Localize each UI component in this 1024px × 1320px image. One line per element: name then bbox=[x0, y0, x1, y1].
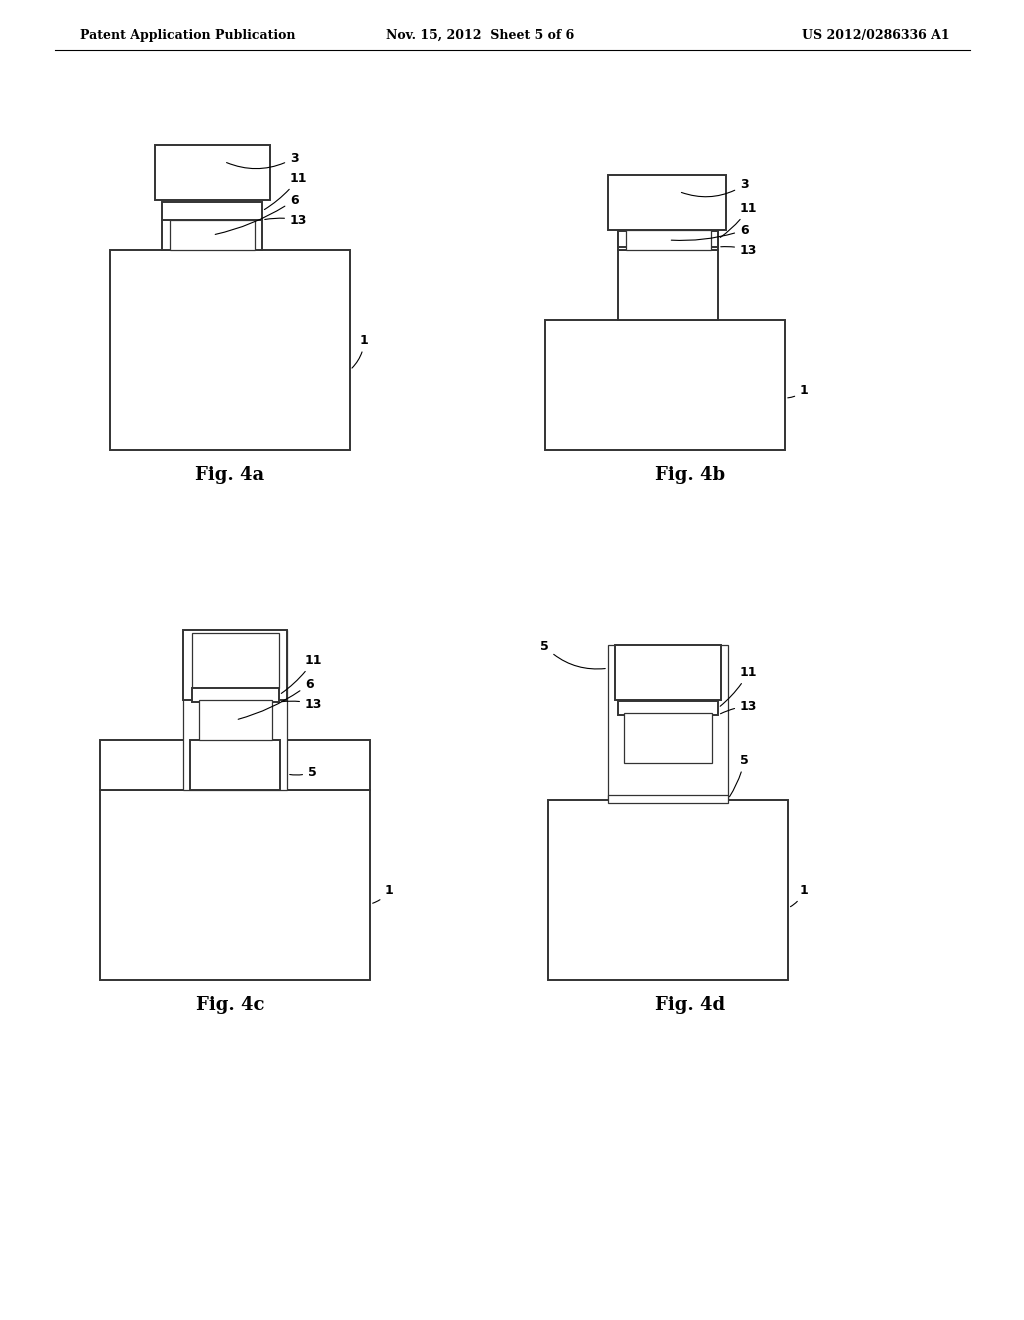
Text: 3: 3 bbox=[226, 152, 299, 169]
Text: 11: 11 bbox=[720, 665, 758, 706]
Text: US 2012/0286336 A1: US 2012/0286336 A1 bbox=[803, 29, 950, 41]
Bar bbox=[618, 701, 718, 715]
Text: Fig. 4a: Fig. 4a bbox=[196, 466, 264, 484]
Bar bbox=[608, 176, 726, 230]
Bar bbox=[170, 220, 255, 249]
Text: 1: 1 bbox=[787, 384, 809, 397]
Text: 13: 13 bbox=[721, 700, 758, 714]
Text: 5: 5 bbox=[290, 766, 316, 779]
Bar bbox=[183, 630, 287, 789]
Bar bbox=[193, 634, 279, 688]
Text: 6: 6 bbox=[239, 677, 313, 719]
Bar bbox=[280, 741, 370, 789]
Bar bbox=[162, 202, 262, 220]
Bar bbox=[100, 789, 370, 979]
Text: 1: 1 bbox=[373, 883, 394, 903]
Text: 11: 11 bbox=[720, 202, 758, 238]
Text: 5: 5 bbox=[540, 639, 605, 669]
Text: 11: 11 bbox=[264, 172, 307, 210]
Bar bbox=[548, 800, 788, 979]
Text: 1: 1 bbox=[352, 334, 369, 368]
Text: 6: 6 bbox=[672, 223, 749, 240]
Text: 13: 13 bbox=[265, 214, 307, 227]
Bar bbox=[615, 645, 721, 700]
Text: 13: 13 bbox=[282, 697, 323, 710]
Text: 1: 1 bbox=[791, 883, 809, 907]
Bar bbox=[545, 319, 785, 450]
Bar bbox=[162, 220, 262, 249]
Text: 13: 13 bbox=[721, 243, 758, 256]
Text: 6: 6 bbox=[215, 194, 299, 235]
Bar bbox=[618, 231, 718, 247]
Text: Fig. 4c: Fig. 4c bbox=[196, 997, 264, 1014]
Text: Patent Application Publication: Patent Application Publication bbox=[80, 29, 296, 41]
Bar bbox=[618, 741, 718, 800]
Bar bbox=[193, 688, 279, 702]
Text: Fig. 4b: Fig. 4b bbox=[655, 466, 725, 484]
Bar bbox=[110, 249, 350, 450]
Bar bbox=[155, 145, 270, 201]
Bar bbox=[100, 741, 190, 789]
Text: 5: 5 bbox=[729, 754, 749, 797]
Bar bbox=[626, 230, 711, 249]
Bar bbox=[618, 249, 718, 319]
Bar bbox=[183, 630, 287, 700]
Text: Nov. 15, 2012  Sheet 5 of 6: Nov. 15, 2012 Sheet 5 of 6 bbox=[386, 29, 574, 41]
Bar bbox=[624, 713, 712, 763]
Bar bbox=[190, 741, 280, 789]
Bar bbox=[608, 795, 728, 803]
Bar bbox=[608, 645, 728, 800]
Bar bbox=[199, 700, 272, 741]
Bar bbox=[618, 230, 718, 249]
Text: 3: 3 bbox=[681, 178, 749, 197]
Text: 11: 11 bbox=[282, 653, 323, 693]
Text: Fig. 4d: Fig. 4d bbox=[655, 997, 725, 1014]
